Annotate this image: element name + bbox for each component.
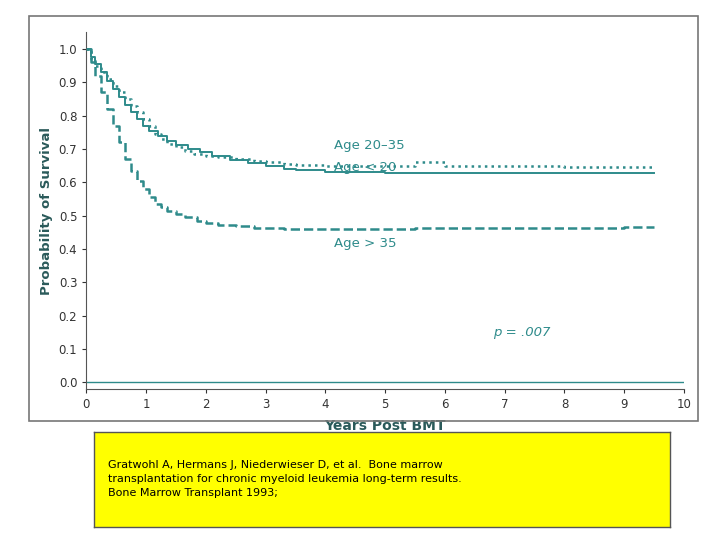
Text: p = .007: p = .007: [492, 326, 550, 339]
Y-axis label: Probability of Survival: Probability of Survival: [40, 126, 53, 295]
Text: Age > 35: Age > 35: [334, 237, 397, 250]
Text: Gratwohl A, Hermans J, Niederwieser D, et al.  Bone marrow
transplantation for c: Gratwohl A, Hermans J, Niederwieser D, e…: [108, 460, 462, 498]
Text: Age 20–35: Age 20–35: [334, 139, 405, 152]
Text: Age < 20: Age < 20: [334, 160, 397, 174]
X-axis label: Years Post BMT: Years Post BMT: [325, 419, 446, 433]
